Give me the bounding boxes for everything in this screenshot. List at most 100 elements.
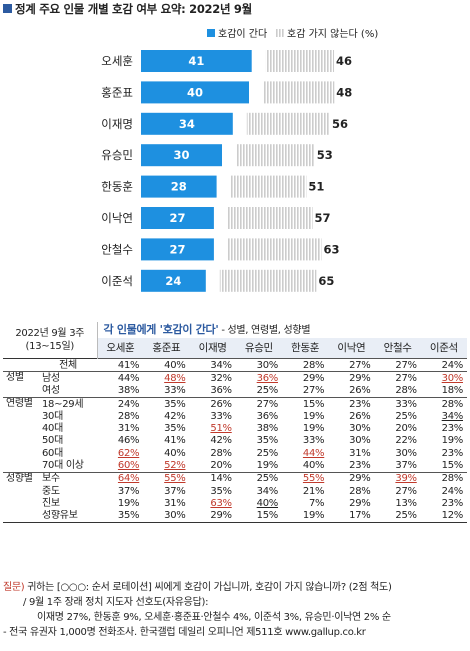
category-label: 이낙연 <box>101 211 133 225</box>
row-category <box>3 447 39 459</box>
column-header: 안철수 <box>374 338 421 359</box>
table-cell: 28% <box>97 410 143 422</box>
cell-value: 19% <box>302 510 325 522</box>
table-cell: 55% <box>143 471 190 485</box>
bar-favorable <box>141 144 222 167</box>
cell-value: 36% <box>210 385 232 397</box>
table-cell: 35% <box>143 422 189 434</box>
table-cell: 31% <box>143 497 189 509</box>
table-cell: 25% <box>236 447 282 459</box>
table-cell: 23% <box>328 396 375 411</box>
cell-value: 24% <box>441 359 464 371</box>
bar-unfavorable <box>265 50 335 72</box>
table-cell: 19% <box>421 435 467 447</box>
cell-value: 15% <box>256 510 279 522</box>
table-cell: 14% <box>189 471 236 485</box>
value-label-favorable: 34 <box>179 117 195 131</box>
table-cell: 33% <box>143 385 189 398</box>
table-cell: 19% <box>282 509 329 523</box>
bar-favorable <box>141 269 206 292</box>
value-label-unfavorable: 57 <box>315 211 331 225</box>
table-cell: 12% <box>420 509 467 523</box>
cell-value: 37% <box>117 485 140 497</box>
cell-value: 31% <box>164 497 186 509</box>
category-label: 이재명 <box>101 117 133 131</box>
cell-value: 30% <box>164 510 186 522</box>
row-category <box>3 410 39 422</box>
table-cell: 24% <box>420 357 467 372</box>
cell-value: 42% <box>210 435 232 447</box>
breakdown-table: 2022년 9월 3주 (13~15일) 각 인물에게 '호감이 간다' - 성… <box>3 322 467 523</box>
cell-value: 40% <box>256 497 279 509</box>
cell-value: 34% <box>441 410 464 422</box>
cell-value: 25% <box>256 385 279 397</box>
cell-value: 19% <box>117 497 140 509</box>
value-label-favorable: 24 <box>165 274 181 288</box>
cell-value: 37% <box>164 485 186 497</box>
header-subtitle: - 성별, 연령별, 성향별 <box>218 325 311 336</box>
category-label: 유승민 <box>101 148 133 162</box>
table-cell: 35% <box>97 509 144 523</box>
table-row: 50대 46% 41% 42% 35% 33% 30% 22% 19% <box>3 435 467 447</box>
table-cell: 34% <box>189 357 236 372</box>
cell-value: 18% <box>441 385 464 397</box>
row-category <box>3 357 39 372</box>
table-cell: 33% <box>190 410 236 422</box>
legend-swatch-favorable <box>207 29 215 37</box>
cell-value: 25% <box>256 447 279 459</box>
cell-value: 30% <box>256 359 279 371</box>
cell-value: 41% <box>117 359 140 371</box>
table-row: 전체 41% 40% 34% 30% 28% 27% 27% 24% <box>3 357 467 372</box>
cell-value: 52% <box>164 460 186 472</box>
cell-value: 28% <box>349 485 371 497</box>
table-cell: 39% <box>374 471 421 485</box>
table-cell: 18% <box>421 385 467 398</box>
value-label-favorable: 40 <box>187 85 203 99</box>
table-cell: 25% <box>375 410 421 422</box>
table-cell: 62% <box>97 447 143 459</box>
cell-value: 40% <box>164 359 186 371</box>
cell-value: 22% <box>395 435 417 447</box>
title-text: 정계 주요 인물 개별 호감 여부 요약: 2022년 9월 <box>15 2 252 16</box>
cell-value: 27% <box>256 398 279 410</box>
table-cell: 44% <box>282 447 328 459</box>
bar-favorable <box>141 175 217 198</box>
cell-value: 64% <box>117 473 140 485</box>
row-category: 성별 <box>3 371 39 385</box>
category-label: 오세훈 <box>101 54 133 68</box>
table-cell: 36% <box>236 410 282 422</box>
cell-value: 35% <box>164 398 186 410</box>
cell-value: 38% <box>256 423 279 435</box>
cell-value: 23% <box>441 497 464 509</box>
column-header: 오세훈 <box>97 338 144 359</box>
bar-unfavorable <box>263 81 335 104</box>
table-row: 성향별 보수 64% 55% 14% 25% 55% 29% 39% 28% <box>3 471 467 485</box>
bar-unfavorable <box>219 269 317 292</box>
cell-value: 20% <box>210 460 232 472</box>
table-cell: 15% <box>235 509 282 523</box>
table-row: 40대 31% 35% 51% 38% 19% 30% 20% 23% <box>3 422 467 434</box>
value-label-unfavorable: 53 <box>317 148 333 162</box>
cell-value: 23% <box>349 460 371 472</box>
table-cell: 25% <box>374 509 421 523</box>
column-header: 이준석 <box>420 338 467 359</box>
bar-chart: 호감이 간다 호감 가지 않는다 (%) 오세훈 41 46 홍준표 40 48 이재명 34 56… <box>101 28 378 292</box>
column-header: 이낙연 <box>328 338 375 359</box>
title-marker-icon <box>3 4 12 13</box>
table-cell: 33% <box>374 396 421 411</box>
table-cell: 46% <box>97 435 143 447</box>
table-cell: 28% <box>328 485 374 497</box>
cell-value: 35% <box>210 485 232 497</box>
cell-value: 27% <box>349 359 371 371</box>
table-cell: 41% <box>143 435 189 447</box>
table-cell: 15% <box>421 459 467 472</box>
table-cell: 23% <box>328 459 374 472</box>
table-cell: 28% <box>375 385 421 398</box>
cell-value: 42% <box>164 410 186 422</box>
cell-value: 63% <box>210 497 232 509</box>
value-label-unfavorable: 46 <box>336 54 352 68</box>
row-category: 성향별 <box>3 471 39 485</box>
value-label-favorable: 41 <box>188 54 204 68</box>
header-title: 각 인물에게 '호감이 간다' <box>103 323 219 336</box>
cell-value: 29% <box>302 372 325 384</box>
